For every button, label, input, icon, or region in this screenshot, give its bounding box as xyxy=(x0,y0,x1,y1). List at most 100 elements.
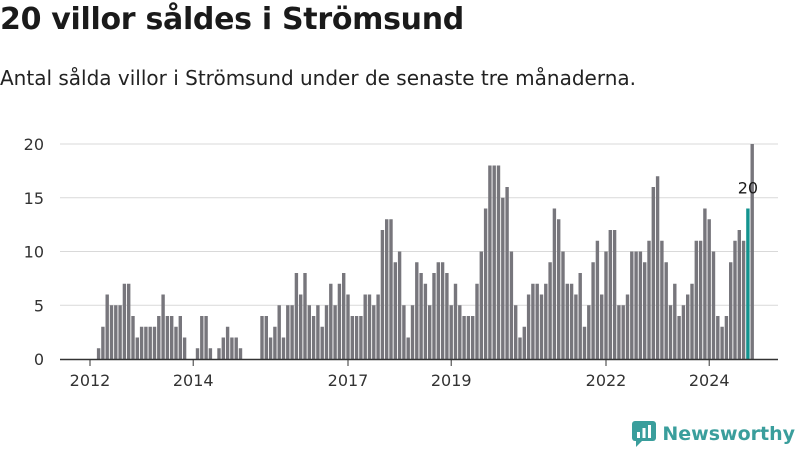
bar xyxy=(389,219,393,359)
bar xyxy=(294,273,299,359)
bar xyxy=(561,251,565,359)
bar xyxy=(419,273,423,359)
bar xyxy=(720,326,724,359)
bar xyxy=(234,337,238,359)
bar xyxy=(612,230,617,359)
bar xyxy=(380,230,385,359)
bar xyxy=(299,294,303,359)
bar xyxy=(707,219,711,359)
bar xyxy=(694,240,698,359)
bar xyxy=(350,316,354,359)
bar xyxy=(311,316,316,359)
bar-chart: 0 5 10 15 20 2012 2014 2017 2019 2022 2024 20 xyxy=(24,135,778,390)
bar xyxy=(733,240,737,359)
x-tick-label: 2019 xyxy=(431,371,472,390)
x-tick-label: 2022 xyxy=(586,371,627,390)
bar xyxy=(406,337,410,359)
highlight-value-label: 20 xyxy=(738,179,758,198)
bar xyxy=(724,316,729,359)
bar xyxy=(148,326,152,359)
bar xyxy=(647,240,651,359)
bar xyxy=(453,283,458,359)
x-tick-label: 2017 xyxy=(328,371,369,390)
bar xyxy=(505,187,509,359)
bar xyxy=(582,326,587,359)
bar xyxy=(307,305,311,359)
bar xyxy=(161,294,165,359)
bar xyxy=(634,251,638,359)
bar xyxy=(221,337,225,359)
bar xyxy=(565,283,569,359)
bar xyxy=(178,316,182,359)
bar xyxy=(518,337,522,359)
bar xyxy=(698,240,703,359)
bar xyxy=(574,294,578,359)
bar xyxy=(385,219,389,359)
bar xyxy=(367,294,372,359)
bar xyxy=(329,283,333,359)
bar xyxy=(535,283,539,359)
bar xyxy=(423,283,428,359)
bar xyxy=(346,294,350,359)
bar xyxy=(440,262,445,359)
bar xyxy=(359,316,363,359)
bar xyxy=(557,219,561,359)
chart-subtitle: Antal sålda villor i Strömsund under de … xyxy=(0,66,636,90)
bar xyxy=(548,262,552,359)
bar xyxy=(711,251,716,359)
bar xyxy=(737,230,741,359)
brand-logo: Newsworthy xyxy=(632,419,795,449)
y-tick-label: 0 xyxy=(34,350,44,369)
bar xyxy=(122,283,127,359)
bar xyxy=(372,305,376,359)
bar xyxy=(428,305,432,359)
bar xyxy=(578,273,582,359)
bar xyxy=(591,262,595,359)
y-tick-label: 10 xyxy=(24,243,44,262)
bar xyxy=(544,283,548,359)
bar xyxy=(449,305,453,359)
grid-lines xyxy=(60,143,778,306)
bar xyxy=(260,316,264,359)
bar xyxy=(681,305,686,359)
bar xyxy=(686,294,690,359)
bar xyxy=(587,305,591,359)
bar xyxy=(152,326,157,359)
bar xyxy=(479,251,483,359)
bar xyxy=(174,326,178,359)
y-tick-label: 20 xyxy=(24,135,44,154)
bar xyxy=(268,337,273,359)
bar xyxy=(225,326,230,359)
bar xyxy=(208,348,213,359)
bar xyxy=(127,283,131,359)
bar xyxy=(131,316,135,359)
bar xyxy=(445,273,449,359)
bar xyxy=(462,316,466,359)
bar xyxy=(539,294,544,359)
bar xyxy=(157,316,161,359)
bar xyxy=(617,305,621,359)
y-tick-label: 5 xyxy=(34,296,44,315)
bar xyxy=(496,165,501,359)
bar xyxy=(290,305,294,359)
bar xyxy=(410,305,415,359)
newsworthy-logo-icon xyxy=(632,421,657,447)
bar xyxy=(475,283,479,359)
bar xyxy=(690,283,694,359)
bar xyxy=(673,283,677,359)
bar xyxy=(101,326,105,359)
bar xyxy=(703,208,707,359)
bar xyxy=(630,251,634,359)
bar xyxy=(109,305,114,359)
bar xyxy=(638,251,643,359)
bar xyxy=(316,305,320,359)
bar xyxy=(182,337,187,359)
bar xyxy=(230,337,234,359)
bar xyxy=(170,316,174,359)
bar xyxy=(432,273,436,359)
bar xyxy=(660,240,664,359)
bars xyxy=(96,144,754,359)
bar xyxy=(488,165,492,359)
y-tick-label: 15 xyxy=(24,189,44,208)
brand-name: Newsworthy xyxy=(662,423,795,445)
